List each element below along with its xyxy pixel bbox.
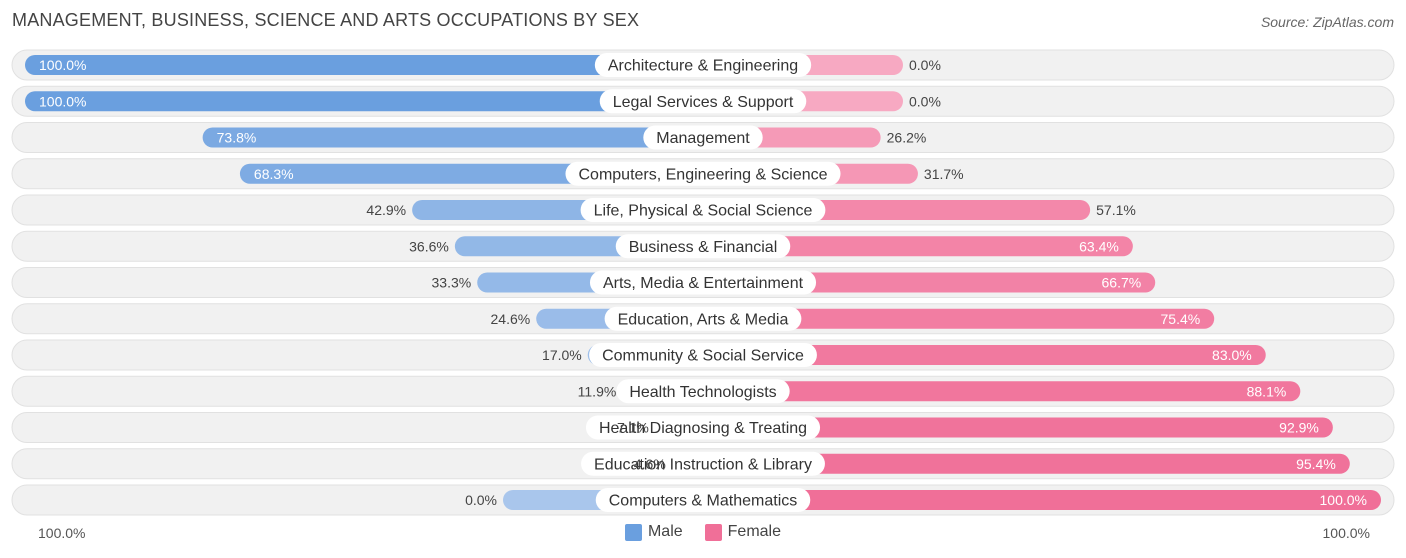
category-label: Education Instruction & Library [594,456,812,473]
category-label: Community & Social Service [602,348,804,365]
value-label-male: 68.3% [254,166,294,182]
category-label-bg [599,89,807,114]
category-label-bg [616,379,790,404]
category-label: Business & Financial [629,239,778,256]
category-label: Legal Services & Support [613,94,794,111]
value-label-male: 100.0% [39,57,86,73]
row-1: Legal Services & Support 100.0% 0.0% [11,85,1395,117]
value-label-male: 73.8% [217,130,257,146]
row-12: Computers & Mathematics 0.0% 100.0% [11,484,1395,516]
value-label-female: 26.2% [887,130,927,146]
category-label-bg [585,415,821,440]
category-label: Architecture & Engineering [608,58,798,75]
bar-female [703,417,1333,438]
value-label-female: 0.0% [909,57,941,73]
value-label-male: 17.0% [542,347,582,363]
row-6: Arts, Media & Entertainment 33.3% 66.7% [11,267,1395,298]
row-4: Life, Physical & Social Science 42.9% 57.1… [11,194,1395,226]
value-label-female: 100.0% [1320,492,1367,508]
chart-title: MANAGEMENT, BUSINESS, SCIENCE AND ARTS O… [12,10,640,30]
value-label-male: 100.0% [39,93,86,109]
bar-female [703,381,1301,402]
value-label-male: 7.1% [617,420,649,436]
category-label: Health Diagnosing & Treating [599,420,807,437]
bar-male [25,55,703,75]
value-label-male: 4.6% [634,456,666,472]
axis-right-label: 100.0% [1322,525,1370,541]
category-label: Computers & Mathematics [609,493,798,510]
category-label: Arts, Media & Entertainment [603,275,804,292]
value-label-male: 36.6% [409,238,449,254]
value-label-female: 66.7% [1102,275,1142,291]
legend-item-female: Female [704,523,782,541]
legend-label-male: Male [647,523,683,540]
value-label-male: 42.9% [366,202,406,218]
legend-swatch-male [624,523,642,541]
value-label-female: 92.9% [1279,420,1319,436]
bar-male [25,91,703,112]
category-label-bg [595,488,811,512]
category-label-bg [581,451,825,476]
axis-left-label: 100.0% [38,525,86,541]
source-label: Source: ZipAtlas.com [1260,14,1394,30]
legend-item-male: Male [624,523,683,541]
bar-female [703,308,1215,329]
row-3: Computers, Engineering & Science 68.3% 31.… [11,158,1395,190]
value-label-female: 75.4% [1161,311,1201,327]
category-label: Computers, Engineering & Science [578,166,827,183]
category-label-bg [589,270,817,295]
category-label-bg [565,161,841,186]
bar-male [202,127,704,148]
value-label-female: 31.7% [924,166,964,182]
value-label-female: 63.4% [1079,238,1119,254]
row-5: Business & Financial 36.6% 63.4% [11,230,1395,262]
value-label-female: 57.1% [1096,202,1136,218]
category-label-bg [643,125,763,150]
category-label: Life, Physical & Social Science [594,203,813,220]
value-label-male: 11.9% [578,383,617,399]
category-label-bg [604,306,802,331]
value-label-male: 0.0% [465,492,497,508]
value-label-female: 83.0% [1212,347,1252,363]
legend-label-female: Female [727,523,782,540]
bar-female [703,272,1156,293]
value-label-male: 33.3% [432,275,472,291]
value-label-male: 24.6% [491,311,531,327]
bar-female [703,453,1350,474]
row-7: Education, Arts & Media 24.6% 75.4% [11,303,1395,335]
legend: Male Female [0,523,1406,541]
row-2: Management 73.8% 26.2% [11,122,1395,153]
value-label-female: 95.4% [1296,456,1336,472]
row-0: Architecture & Engineering 100.0% 0.0% [11,49,1395,81]
bar-female [703,236,1133,257]
row-9: Health Technologists 11.9% 88.1% [11,375,1395,407]
bar-female [703,490,1381,510]
category-label: Education, Arts & Media [618,311,789,328]
category-label-bg [589,343,817,367]
category-label-bg [594,53,812,77]
value-label-female: 0.0% [909,93,941,109]
category-label: Management [656,130,750,147]
bar-female [703,345,1266,365]
category-label-bg [580,198,826,222]
legend-swatch-female [704,523,722,541]
category-label-bg [615,234,791,259]
value-label-female: 88.1% [1247,383,1287,399]
category-label: Health Technologists [629,384,776,401]
row-8: Community & Social Service 17.0% 83.0% [11,339,1395,371]
